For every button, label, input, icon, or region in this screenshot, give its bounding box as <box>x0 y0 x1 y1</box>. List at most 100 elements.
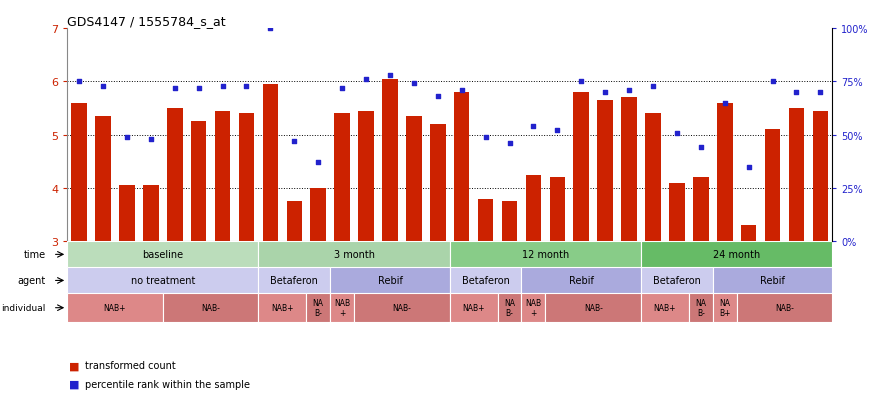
Bar <box>286 202 302 242</box>
Point <box>144 136 158 143</box>
Bar <box>544 294 640 322</box>
Bar <box>788 109 804 242</box>
Point <box>764 79 779 85</box>
Text: NA
B-: NA B- <box>503 298 514 318</box>
Bar <box>258 294 306 322</box>
Text: GDS4147 / 1555784_s_at: GDS4147 / 1555784_s_at <box>67 15 225 28</box>
Bar <box>215 112 230 242</box>
Bar <box>736 294 831 322</box>
Text: agent: agent <box>17 276 46 286</box>
Text: NAB-: NAB- <box>201 304 220 313</box>
Point <box>669 130 683 137</box>
Bar <box>67 242 258 268</box>
Text: individual: individual <box>1 304 46 313</box>
Point <box>406 81 420 88</box>
Bar <box>382 79 397 242</box>
Text: NAB-: NAB- <box>774 304 793 313</box>
Bar <box>477 199 493 242</box>
Bar <box>310 188 325 242</box>
Text: NAB
+: NAB + <box>333 298 350 318</box>
Text: Rebif: Rebif <box>759 276 784 286</box>
Bar <box>812 112 827 242</box>
Point <box>454 87 468 94</box>
Point <box>597 90 611 96</box>
Text: NA
B-: NA B- <box>312 298 324 318</box>
Text: NAB+: NAB+ <box>462 304 485 313</box>
Point <box>693 145 707 152</box>
Point <box>167 85 181 92</box>
Text: 3 month: 3 month <box>333 250 375 260</box>
Bar <box>620 98 637 242</box>
Bar <box>306 294 330 322</box>
Bar <box>712 294 736 322</box>
Bar <box>525 175 541 242</box>
Text: ■: ■ <box>69 379 83 389</box>
Bar <box>596 101 612 242</box>
Bar <box>450 268 521 294</box>
Point <box>358 77 373 83</box>
Bar <box>688 294 712 322</box>
Bar <box>640 242 831 268</box>
Text: Rebif: Rebif <box>377 276 402 286</box>
Bar <box>502 202 517 242</box>
Point <box>215 83 230 90</box>
Text: NAB+: NAB+ <box>653 304 676 313</box>
Point <box>526 123 540 130</box>
Bar <box>669 183 684 242</box>
Text: NAB
+: NAB + <box>525 298 541 318</box>
Point <box>120 134 134 141</box>
Text: Betaferon: Betaferon <box>270 276 318 286</box>
Text: ■: ■ <box>69 361 83 370</box>
Bar <box>406 117 421 242</box>
Point <box>717 100 731 107</box>
Bar <box>645 114 660 242</box>
Bar <box>358 112 374 242</box>
Bar <box>163 294 258 322</box>
Point <box>621 87 636 94</box>
Text: 12 month: 12 month <box>521 250 569 260</box>
Bar <box>258 268 330 294</box>
Point <box>789 90 803 96</box>
Bar <box>258 242 450 268</box>
Point <box>383 72 397 79</box>
Point <box>430 94 444 100</box>
Text: time: time <box>23 250 46 260</box>
Point <box>478 134 493 141</box>
Bar <box>450 242 640 268</box>
Bar <box>692 178 708 242</box>
Point <box>573 79 587 85</box>
Bar <box>716 103 731 242</box>
Bar <box>640 294 688 322</box>
Text: NAB-: NAB- <box>392 304 411 313</box>
Point <box>334 85 349 92</box>
Text: NAB+: NAB+ <box>271 304 293 313</box>
Bar <box>549 178 564 242</box>
Bar <box>330 294 354 322</box>
Text: Betaferon: Betaferon <box>653 276 700 286</box>
Text: no treatment: no treatment <box>131 276 195 286</box>
Bar <box>95 117 111 242</box>
Point <box>263 26 277 32</box>
Bar <box>453 93 469 242</box>
Bar <box>167 109 182 242</box>
Text: baseline: baseline <box>142 250 183 260</box>
Bar <box>450 294 497 322</box>
Bar <box>72 103 87 242</box>
Bar <box>143 186 158 242</box>
Text: percentile rank within the sample: percentile rank within the sample <box>85 379 249 389</box>
Text: NA
B-: NA B- <box>695 298 705 318</box>
Point <box>740 164 755 171</box>
Point <box>645 83 660 90</box>
Bar <box>67 294 163 322</box>
Bar <box>67 268 258 294</box>
Bar <box>334 114 350 242</box>
Text: transformed count: transformed count <box>85 361 175 370</box>
Bar <box>573 93 588 242</box>
Point <box>550 128 564 134</box>
Point <box>287 138 301 145</box>
Bar <box>119 186 134 242</box>
Bar <box>262 85 278 242</box>
Bar <box>239 114 254 242</box>
Bar <box>640 268 712 294</box>
Bar <box>712 268 831 294</box>
